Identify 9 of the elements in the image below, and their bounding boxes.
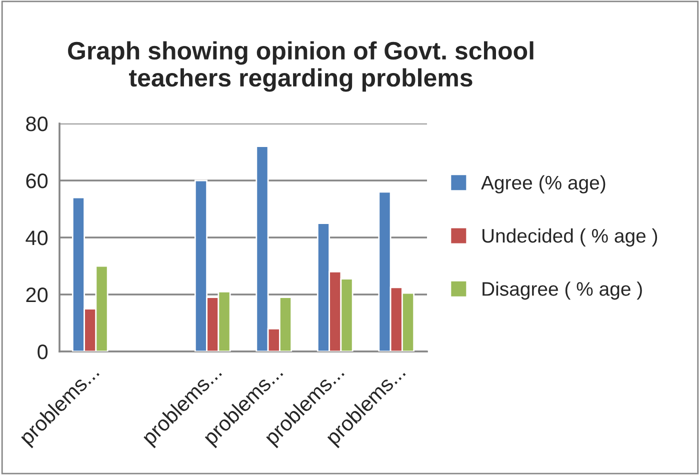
legend-label: Disagree ( % age ) — [482, 282, 642, 300]
chart-title: Graph showing opinion of Govt. school teachers regarding problems — [68, 41, 534, 92]
y-tick-label: 0 — [38, 344, 48, 360]
y-tick-label: 20 — [26, 288, 48, 302]
y-tick-label: 80 — [26, 116, 48, 132]
y-tick-label: 40 — [26, 230, 48, 246]
y-tick-label: 60 — [26, 174, 48, 188]
legend-label: Undecided ( % age ) — [482, 228, 658, 247]
legend-label: Agree (% age) — [481, 175, 606, 194]
